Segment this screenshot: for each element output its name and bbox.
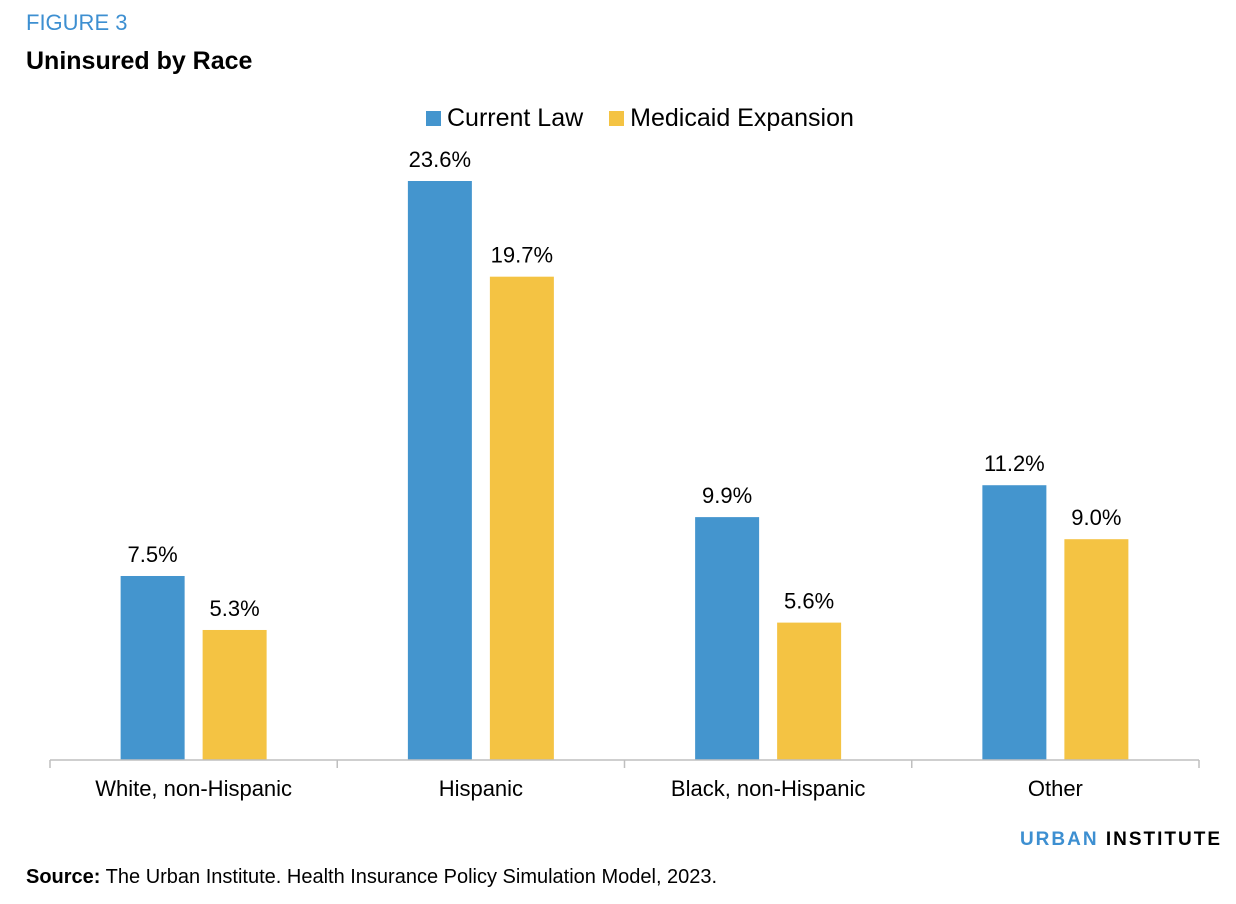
bar-medicaid-expansion-white-non-hispanic xyxy=(202,629,267,760)
chart-title: Uninsured by Race xyxy=(26,47,253,75)
bar-medicaid-expansion-other xyxy=(1064,539,1129,760)
figure-label: FIGURE 3 xyxy=(26,10,128,35)
source-label: Source: xyxy=(26,866,101,888)
data-label-current-law-black-non-hispanic: 9.9% xyxy=(702,483,752,508)
legend-item-medicaid-expansion: Medicaid Expansion xyxy=(609,104,854,133)
urban-institute-logo: URBAN INSTITUTE xyxy=(1020,829,1222,851)
bar-current-law-other xyxy=(982,485,1047,760)
data-label-current-law-white-non-hispanic: 7.5% xyxy=(128,542,178,567)
x-tick-label-black-non-hispanic: Black, non-Hispanic xyxy=(671,776,865,801)
source-text: The Urban Institute. Health Insurance Po… xyxy=(105,866,718,888)
source-note: Source: The Urban Institute. Health Insu… xyxy=(26,866,717,889)
data-label-medicaid-expansion-other: 9.0% xyxy=(1071,505,1121,530)
legend-swatch-current-law xyxy=(426,111,441,126)
x-tick-label-hispanic: Hispanic xyxy=(439,776,523,801)
bar-medicaid-expansion-black-non-hispanic xyxy=(777,622,842,760)
x-tick-label-other: Other xyxy=(1028,776,1083,801)
logo-urban: URBAN xyxy=(1019,829,1099,850)
legend-label-medicaid-expansion: Medicaid Expansion xyxy=(630,104,854,132)
bar-current-law-black-non-hispanic xyxy=(695,517,760,760)
legend-item-current-law: Current Law xyxy=(426,104,583,133)
data-label-medicaid-expansion-hispanic: 19.7% xyxy=(491,243,553,268)
legend-label-current-law: Current Law xyxy=(447,104,584,132)
bar-current-law-hispanic xyxy=(407,181,472,760)
data-label-current-law-other: 11.2% xyxy=(984,451,1045,476)
bar-current-law-white-non-hispanic xyxy=(120,575,185,760)
legend: Current Law Medicaid Expansion xyxy=(426,104,880,133)
bar-medicaid-expansion-hispanic xyxy=(489,276,554,760)
data-label-current-law-hispanic: 23.6% xyxy=(409,147,471,172)
logo-institute: INSTITUTE xyxy=(1105,829,1222,850)
data-label-medicaid-expansion-white-non-hispanic: 5.3% xyxy=(210,596,260,621)
data-label-medicaid-expansion-black-non-hispanic: 5.6% xyxy=(784,589,834,614)
x-tick-label-white-non-hispanic: White, non-Hispanic xyxy=(95,776,292,801)
legend-swatch-medicaid-expansion xyxy=(609,111,625,126)
